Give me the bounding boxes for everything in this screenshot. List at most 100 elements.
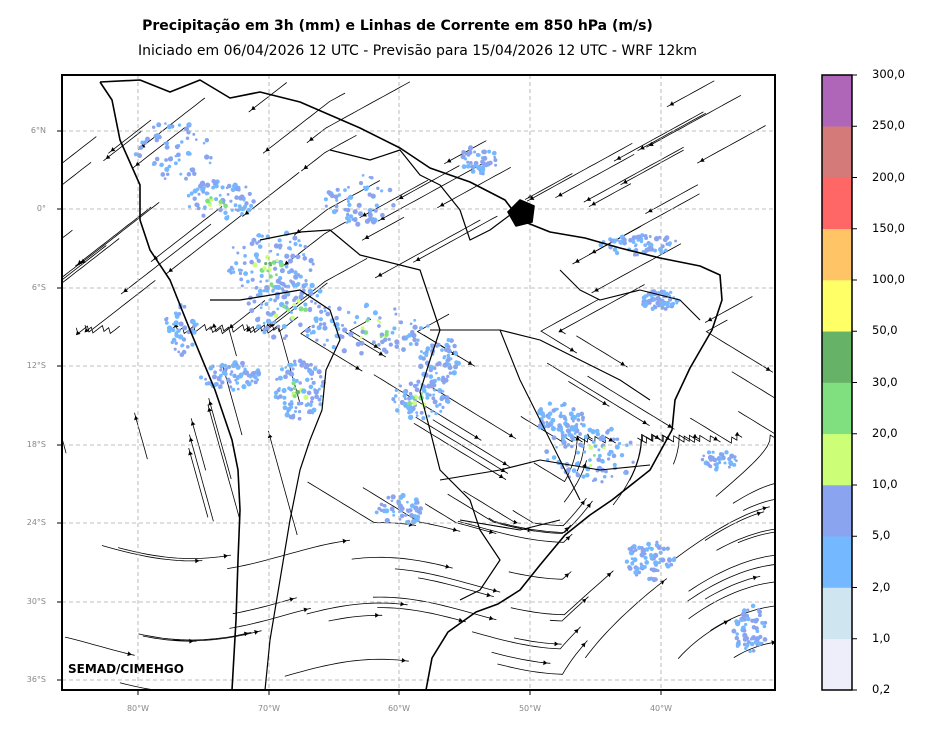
precip-cell: [757, 613, 762, 618]
precip-cell: [213, 370, 218, 375]
precip-cell: [571, 414, 577, 420]
precip-cell: [227, 364, 232, 369]
precip-cell: [309, 291, 314, 296]
colorbar: [821, 74, 857, 691]
streamline: [743, 498, 775, 511]
precip-cell: [246, 381, 252, 387]
precip-cell: [288, 247, 292, 251]
colorbar-label: 50,0: [872, 323, 898, 338]
precip-cell: [284, 300, 289, 305]
precip-cell: [635, 566, 640, 572]
precip-cell: [286, 284, 291, 289]
streamline: [704, 511, 765, 541]
precip-cell: [191, 319, 196, 324]
streamline: [524, 173, 573, 200]
precip-cell: [277, 375, 283, 381]
precip-cell: [164, 317, 169, 322]
precip-cell: [360, 329, 365, 334]
precip-cell: [256, 258, 261, 264]
precip-cell: [304, 282, 308, 287]
precip-cell: [326, 190, 332, 195]
lat-label-12s: 12°S: [26, 361, 46, 370]
precip-cell: [315, 338, 319, 342]
precip-cell: [386, 495, 391, 500]
precip-cell: [166, 328, 172, 334]
streamline: [62, 136, 97, 164]
precip-cell: [318, 317, 323, 322]
precip-cell: [671, 557, 677, 563]
streamline: [75, 206, 152, 267]
precip-cell: [407, 414, 414, 421]
precip-cell: [262, 266, 267, 271]
precip-cell: [421, 416, 426, 421]
streamline-arrow: [75, 330, 81, 336]
precip-cell: [750, 618, 755, 623]
precip-cell: [231, 267, 235, 271]
precip-cell: [255, 317, 261, 323]
lat-label-24s: 24°S: [26, 518, 46, 527]
precip-cell: [368, 175, 372, 179]
precip-cell: [174, 341, 178, 345]
precip-cell: [259, 273, 264, 278]
precip-cell: [298, 306, 304, 312]
precip-cell: [665, 300, 670, 306]
streamline: [738, 411, 775, 435]
colorbar-label: 10,0: [872, 477, 898, 491]
precip-cell: [434, 412, 438, 416]
precip-cell: [236, 251, 240, 255]
precip-cell: [177, 158, 181, 162]
precip-cell: [757, 609, 763, 615]
streamline-arrow: [582, 463, 587, 468]
precip-cell: [475, 152, 480, 157]
precip-cell: [708, 457, 714, 462]
streamline: [372, 596, 497, 621]
precip-cell: [284, 264, 289, 269]
streamline-arrow: [762, 506, 767, 511]
precip-cell: [164, 122, 167, 125]
precip-cell: [464, 152, 469, 156]
precip-cell: [452, 343, 457, 349]
precip-cell: [311, 411, 315, 415]
precip-cell: [289, 400, 294, 404]
streamline: [715, 434, 775, 497]
precip-cell: [493, 155, 497, 159]
precip-cell: [309, 288, 313, 292]
precip-cell: [445, 358, 450, 363]
precip-cell: [374, 203, 379, 208]
precip-cell: [271, 288, 275, 293]
streamline: [457, 520, 573, 543]
precip-cell: [355, 221, 361, 227]
precip-cell: [399, 384, 402, 388]
precip-cell: [762, 624, 767, 629]
precip-cell: [249, 259, 254, 265]
precip-cell: [653, 248, 658, 253]
precip-cell: [284, 334, 288, 338]
precip-cell: [437, 388, 442, 393]
precip-cell: [394, 339, 400, 345]
precip-cell: [317, 304, 321, 309]
precip-cell: [561, 438, 566, 443]
streamline-arrow: [207, 407, 213, 412]
precip-cell: [220, 380, 225, 385]
streamline: [555, 153, 635, 199]
precip-cell: [355, 341, 361, 347]
precip-cell: [563, 444, 568, 449]
precip-cell: [241, 206, 246, 211]
precip-cell: [660, 244, 665, 249]
precip-cell: [393, 400, 397, 404]
streamline: [262, 92, 346, 154]
precip-cell: [230, 187, 236, 193]
streamline-arrow: [303, 164, 309, 170]
precip-cell: [204, 191, 209, 196]
precip-cell: [421, 387, 427, 393]
streamline: [78, 201, 160, 266]
precip-cell: [600, 458, 605, 464]
precip-cell: [218, 207, 223, 213]
lat-label-18s: 18°S: [26, 440, 46, 449]
streamline-arrow: [602, 400, 607, 405]
precip-cell: [412, 400, 417, 406]
precip-cell: [191, 329, 197, 335]
precip-cell: [307, 410, 311, 414]
precip-cell: [276, 307, 280, 311]
precip-cell: [380, 189, 384, 193]
